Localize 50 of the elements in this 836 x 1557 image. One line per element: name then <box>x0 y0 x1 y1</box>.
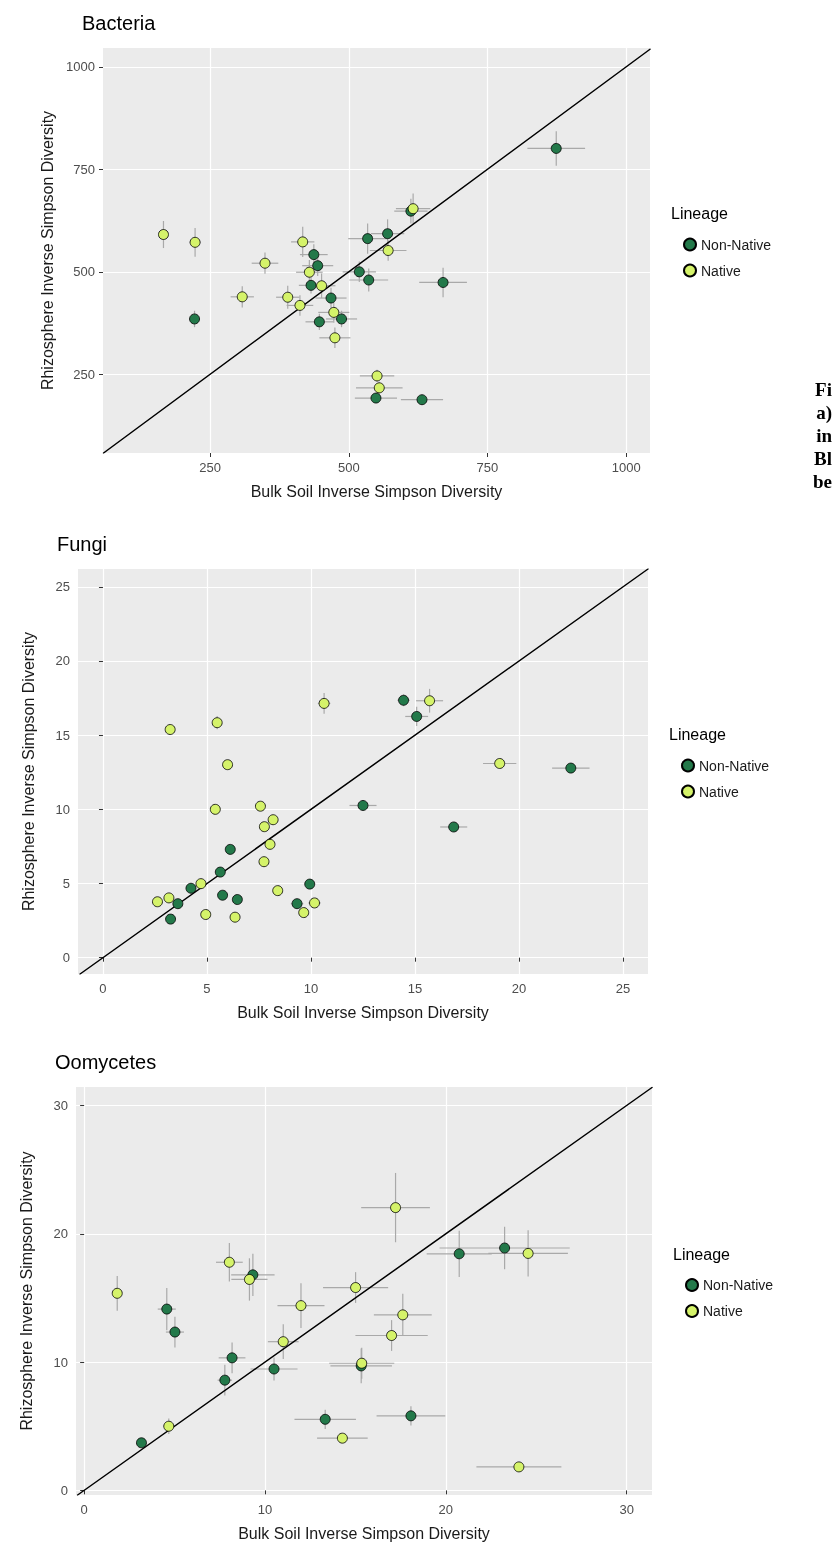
y-tick-label: 0 <box>60 1482 68 1498</box>
y-tick-label: 500 <box>73 264 95 280</box>
text: in <box>816 425 833 446</box>
y-tick-label: 0 <box>62 950 70 966</box>
legend-label: Non-Native <box>703 1277 774 1293</box>
legend-label: Native <box>699 783 739 800</box>
chart-title: Oomycetes <box>55 1051 157 1073</box>
y-tick-label: 20 <box>53 1226 68 1242</box>
y-tick-label: 30 <box>53 1097 68 1113</box>
x-tick-label: 1000 <box>611 460 641 475</box>
y-tick-label: 750 <box>73 161 95 177</box>
x-axis-title: Bulk Soil Inverse Simpson Diversity <box>250 482 503 500</box>
y-tick-label: 10 <box>53 1354 68 1370</box>
x-tick-label: 250 <box>199 460 221 475</box>
legend-title: Lineage <box>669 726 727 743</box>
y-tick-label: 250 <box>73 366 95 382</box>
x-axis-title: Bulk Soil Inverse Simpson Diversity <box>237 1003 489 1021</box>
y-tick-label: 1000 <box>66 59 95 75</box>
chart-title: Bacteria <box>82 12 157 34</box>
legend-label: Native <box>703 1303 743 1319</box>
chart-title: Fungi <box>57 533 108 555</box>
x-tick-label: 20 <box>438 1502 454 1517</box>
legend-title: Lineage <box>671 205 729 222</box>
legend-title: Lineage <box>673 1245 731 1263</box>
text: Bl <box>814 448 832 469</box>
y-tick-label: 10 <box>55 801 70 817</box>
x-tick-label: 15 <box>407 981 423 996</box>
legend-label: Non-Native <box>701 236 772 253</box>
y-tick-label: 25 <box>55 579 70 595</box>
x-tick-label: 0 <box>99 981 107 996</box>
x-tick-label: 5 <box>203 981 211 996</box>
legend-label: Native <box>701 262 741 279</box>
x-tick-label: 500 <box>337 460 360 475</box>
x-tick-label: 10 <box>303 981 319 996</box>
x-tick-label: 30 <box>619 1502 634 1517</box>
y-tick-label: 15 <box>55 727 70 743</box>
x-tick-label: 10 <box>257 1502 273 1517</box>
x-tick-label: 750 <box>476 460 499 475</box>
x-tick-label: 25 <box>615 981 631 996</box>
y-axis-title: Rhizosphere Inverse Simpson Diversity <box>38 110 56 391</box>
y-axis-title: Rhizosphere Inverse Simpson Diversity <box>17 1151 35 1431</box>
legend-label: Non-Native <box>699 757 770 774</box>
x-axis-title: Bulk Soil Inverse Simpson Diversity <box>238 1524 490 1542</box>
text: a) <box>816 402 832 424</box>
x-tick-label: 20 <box>511 981 527 996</box>
text: be <box>813 471 832 492</box>
y-tick-label: 5 <box>62 876 70 892</box>
y-tick-label: 20 <box>55 653 70 669</box>
text: Fi <box>815 379 833 400</box>
y-axis-title: Rhizosphere Inverse Simpson Diversity <box>19 631 37 912</box>
